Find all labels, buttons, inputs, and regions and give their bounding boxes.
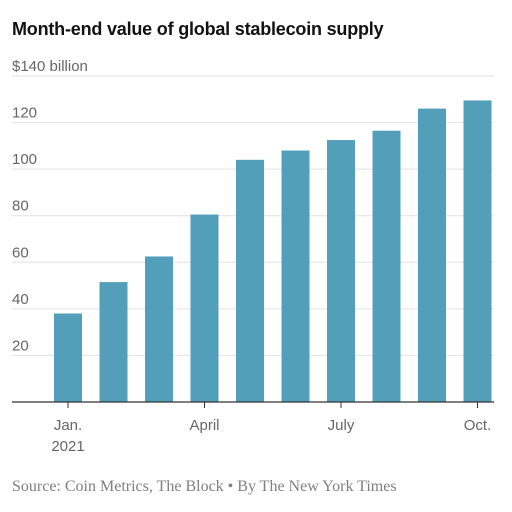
y-tick-label-140: $140 billion [12, 58, 88, 75]
x-tick-label-0-1: 2021 [51, 438, 84, 455]
source-separator: • [227, 478, 234, 495]
bar-3 [190, 214, 219, 402]
y-tick-label-60: 60 [12, 244, 29, 261]
bar-6 [327, 140, 355, 403]
bar-8 [418, 108, 446, 402]
source-text: Source: Coin Metrics, The Block [12, 478, 224, 495]
y-tick-label-100: 100 [12, 151, 37, 168]
source-line: Source: Coin Metrics, The Block • By The N… [12, 478, 397, 496]
bar-4 [236, 159, 264, 402]
x-tick-label-0-0: Jan. [54, 417, 82, 434]
bar-2 [145, 256, 173, 402]
x-tick-label-9-0: Oct. [464, 417, 492, 434]
chart-title: Month-end value of global stablecoin sup… [12, 19, 384, 39]
y-axis-tick-labels: 20 40 60 80 100 120 $140 billion [12, 58, 88, 354]
y-tick-label-80: 80 [12, 198, 29, 215]
bar-5 [281, 150, 310, 402]
y-tick-label-20: 20 [12, 337, 29, 354]
credit-text: By The New York Times [237, 478, 397, 495]
bar-1 [99, 282, 128, 402]
x-axis-tick-labels: Jan. 2021 April July Oct. [51, 417, 491, 455]
bars [54, 100, 492, 403]
x-axis [12, 401, 494, 408]
y-tick-label-120: 120 [12, 105, 37, 122]
bar-0 [54, 313, 82, 402]
y-tick-label-40: 40 [12, 291, 29, 308]
x-tick-label-6-0: July [328, 417, 355, 434]
x-tick-label-3-0: April [189, 417, 219, 434]
bar-7 [372, 130, 401, 402]
bar-9 [463, 100, 492, 402]
